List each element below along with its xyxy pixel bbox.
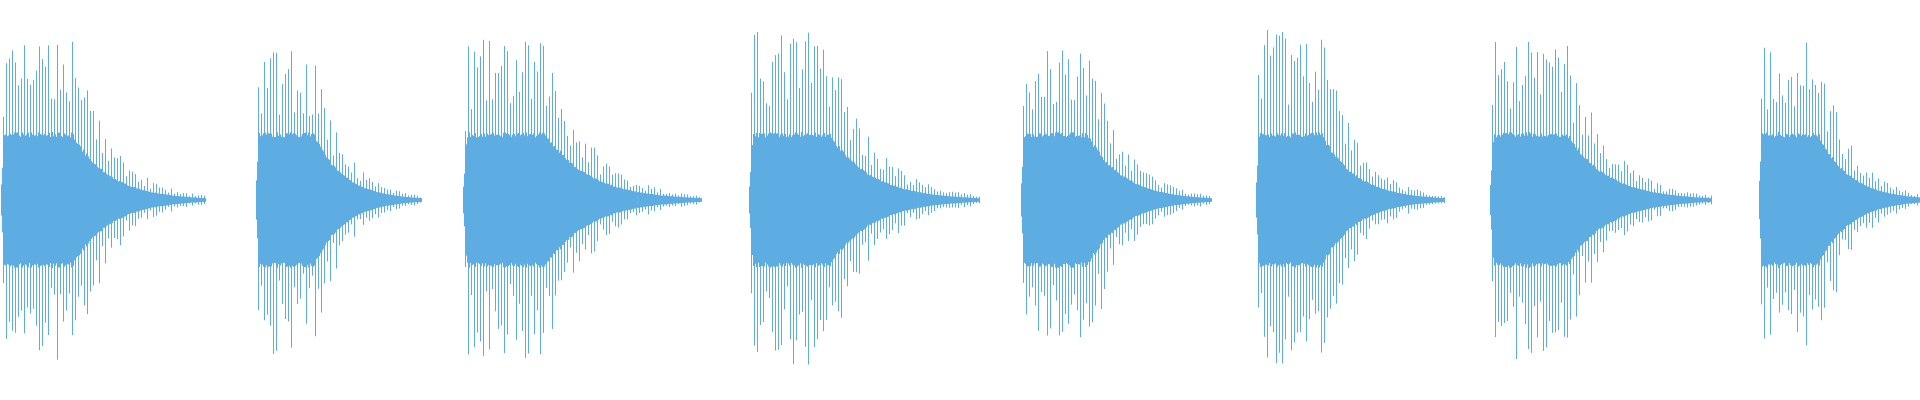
waveform-core <box>255 132 423 268</box>
waveform-core <box>462 132 703 268</box>
waveform-core <box>1489 132 1713 268</box>
waveform-burst <box>0 41 207 360</box>
waveform-burst <box>1255 30 1446 364</box>
waveform-core <box>748 132 981 268</box>
waveform-burst <box>1758 42 1920 346</box>
waveform-core <box>1758 132 1920 268</box>
waveform-burst <box>1020 50 1213 338</box>
waveform-burst <box>748 32 981 365</box>
waveform-core <box>1255 132 1446 268</box>
waveform-burst <box>255 51 423 354</box>
waveform-burst <box>462 39 703 358</box>
waveform-core <box>1020 132 1213 268</box>
waveform-core <box>0 132 207 268</box>
waveform-burst <box>1489 41 1713 360</box>
